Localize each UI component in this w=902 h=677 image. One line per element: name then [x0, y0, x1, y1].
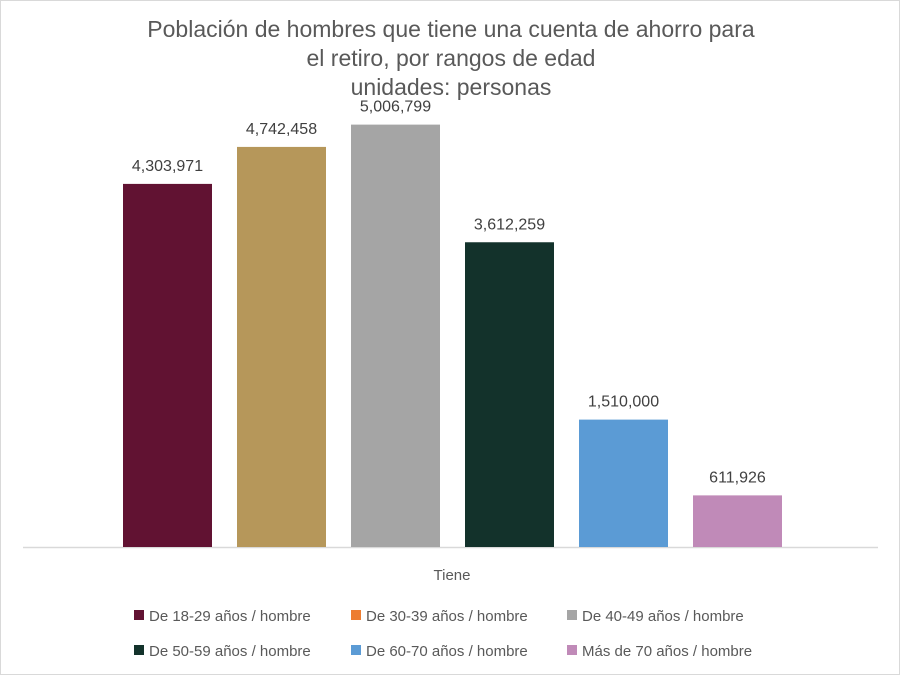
data-label-2: 4,742,458	[246, 121, 317, 138]
legend-label-3: De 40-49 años / hombre	[582, 608, 744, 625]
legend-marker-6	[567, 645, 577, 655]
data-label-5: 1,510,000	[588, 394, 659, 411]
category-label: Tiene	[434, 567, 471, 584]
data-label-4: 3,612,259	[474, 216, 545, 233]
legend-marker-4	[134, 645, 144, 655]
chart-title-line-2: el retiro, por rangos de edad	[306, 45, 596, 71]
chart-title-line-3: unidades: personas	[350, 74, 552, 100]
bar-6	[693, 495, 782, 547]
legend-label-2: De 30-39 años / hombre	[366, 608, 528, 625]
bar-3	[351, 124, 440, 548]
legend-label-4: De 50-59 años / hombre	[149, 643, 311, 660]
legend-label-6: Más de 70 años / hombre	[582, 643, 752, 660]
legend-label-1: De 18-29 años / hombre	[149, 608, 311, 625]
chart-title-line-1: Población de hombres que tiene una cuent…	[147, 16, 755, 42]
data-label-1: 4,303,971	[132, 158, 203, 175]
bar-2	[237, 146, 326, 547]
bar-5	[579, 419, 668, 547]
bar-4	[465, 242, 554, 547]
legend-label-5: De 60-70 años / hombre	[366, 643, 528, 660]
legend-marker-2	[351, 610, 361, 620]
legend-marker-5	[351, 645, 361, 655]
legend-marker-1	[134, 610, 144, 620]
data-label-3: 5,006,799	[360, 99, 431, 116]
legend-marker-3	[567, 610, 577, 620]
bar-1	[123, 183, 212, 547]
chart-title: Población de hombres que tiene una cuent…	[1, 15, 901, 102]
data-label-6: 611,926	[709, 469, 766, 486]
